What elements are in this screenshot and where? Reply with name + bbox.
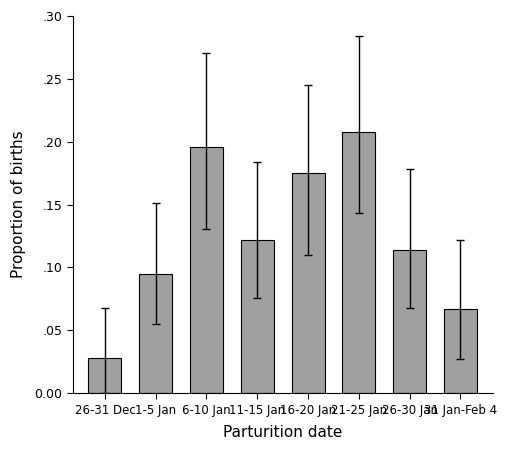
Bar bbox=[88, 358, 121, 393]
Bar bbox=[342, 132, 375, 393]
Bar bbox=[190, 147, 222, 393]
Bar bbox=[139, 274, 172, 393]
Bar bbox=[291, 173, 324, 393]
Bar bbox=[240, 240, 273, 393]
X-axis label: Parturition date: Parturition date bbox=[222, 425, 342, 440]
Bar bbox=[443, 309, 476, 393]
Bar bbox=[392, 250, 426, 393]
Y-axis label: Proportion of births: Proportion of births bbox=[11, 131, 26, 278]
